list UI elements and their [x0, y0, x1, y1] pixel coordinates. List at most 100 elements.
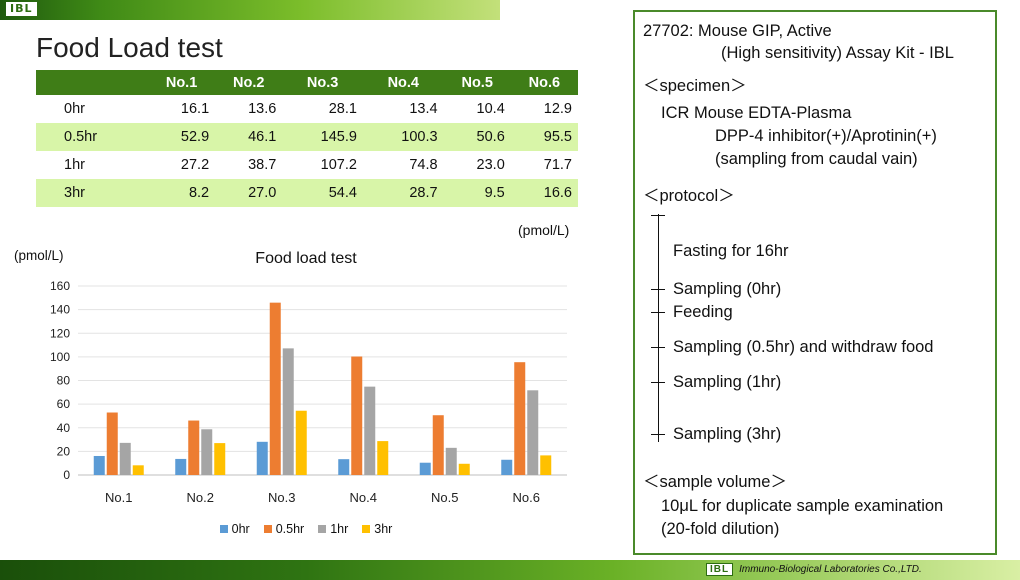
table-cell: 8.2 — [147, 179, 216, 207]
company-name: Immuno-Biological Laboratories Co.,LTD. — [739, 564, 922, 575]
protocol-step: Sampling (0hr) — [673, 280, 782, 298]
results-table: No.1 No.2 No.3 No.4 No.5 No.6 0hr 16.1 1… — [36, 70, 578, 207]
bar — [540, 455, 552, 475]
bar — [445, 447, 457, 475]
bar — [93, 455, 105, 475]
y-tick-label: 80 — [57, 374, 71, 388]
table-cell: 107.2 — [320, 157, 357, 173]
bar — [364, 386, 376, 475]
row-label: 1hr — [64, 157, 85, 173]
bar — [175, 458, 187, 475]
bar-chart: 0 20 40 60 80 100 120 140 160 No.1 No.2 No.3 No.4 No.… — [50, 279, 567, 505]
y-tick-label: 20 — [57, 444, 71, 458]
footer: IBL Immuno-Biological Laboratories Co.,L… — [706, 563, 922, 576]
table-cell: 10.4 — [476, 101, 505, 117]
table-cell: 74.8 — [409, 157, 438, 173]
table-header-cell: No.2 — [215, 70, 283, 95]
x-tick-label: No.1 — [105, 490, 132, 505]
table-header-cell — [36, 70, 148, 95]
x-tick-label: No.6 — [513, 490, 540, 505]
bar — [132, 465, 144, 475]
table-row: 0hr 16.1 13.6 28.1 13.4 10.4 12.9 — [36, 95, 578, 123]
table-cell: 23.0 — [476, 157, 505, 173]
protocol-step: Sampling (3hr) — [673, 425, 782, 443]
specimen-line3: (sampling from caudal vain) — [715, 150, 918, 168]
table-header-row: No.1 No.2 No.3 No.4 No.5 No.6 — [36, 70, 578, 95]
table-cell: 9.5 — [443, 179, 511, 207]
table-cell: 54.4 — [282, 179, 363, 207]
table-cell: 13.4 — [409, 101, 438, 117]
bar — [119, 442, 131, 475]
timeline-tick — [651, 289, 665, 290]
table-cell: 38.7 — [248, 157, 277, 173]
table-unit: (pmol/L) — [518, 222, 570, 238]
table-cell: 28.7 — [362, 179, 444, 207]
table-cell: 52.9 — [147, 123, 216, 151]
volume-line2: (20-fold dilution) — [661, 520, 780, 538]
protocol-heading: ＜protocol＞ — [643, 187, 735, 205]
timeline-tick — [651, 215, 665, 216]
legend-item: 0.5hr — [263, 522, 305, 536]
protocol-info-box: 27702: Mouse GIP, Active (High sensitivi… — [633, 10, 997, 555]
page-title: Food Load test — [36, 32, 223, 63]
row-label: 0hr — [64, 101, 85, 117]
volume-line1: 10μL for duplicate sample examination — [661, 497, 944, 515]
table-cell: 27.2 — [180, 157, 210, 173]
table-header-cell: No.3 — [282, 70, 363, 95]
kit-title-line1: 27702: Mouse GIP, Active — [643, 22, 832, 40]
bar — [527, 390, 539, 475]
table-cell: 50.6 — [443, 123, 511, 151]
legend-label: 0.5hr — [275, 522, 305, 536]
bar — [295, 410, 307, 475]
legend-item: 1hr — [318, 522, 348, 536]
table-header-cell: No.5 — [443, 70, 511, 95]
legend-swatch — [263, 525, 272, 533]
legend-swatch — [318, 525, 327, 533]
bar — [282, 348, 294, 475]
table-cell: 13.6 — [248, 101, 277, 117]
bar — [338, 459, 350, 475]
bar — [432, 415, 444, 475]
y-tick-label: 60 — [57, 397, 71, 411]
timeline-tick — [651, 382, 665, 383]
y-tick-label: 140 — [50, 303, 70, 317]
x-tick-label: No.3 — [268, 490, 295, 505]
bar — [269, 302, 281, 475]
legend-label: 1hr — [330, 522, 349, 536]
legend-label: 3hr — [374, 522, 393, 536]
timeline-tick — [651, 312, 665, 313]
table-header-cell: No.6 — [510, 70, 578, 95]
table-cell: 100.3 — [362, 123, 444, 151]
kit-title-line2: (High sensitivity) Assay Kit - IBL — [721, 44, 954, 62]
protocol-step: Feeding — [673, 303, 733, 321]
legend-item: 3hr — [362, 522, 392, 536]
bar — [514, 362, 526, 475]
y-tick-label: 120 — [50, 326, 70, 340]
bar — [501, 459, 513, 475]
protocol-step: Fasting for 16hr — [673, 242, 789, 260]
legend-label: 0hr — [231, 522, 250, 536]
table-cell: 16.6 — [510, 179, 578, 207]
chart-legend: 0hr 0.5hr 1hr 3hr — [0, 522, 612, 536]
top-banner: IBL — [0, 0, 500, 20]
chart-y-label: (pmol/L) — [14, 248, 64, 263]
y-tick-label: 0 — [63, 468, 70, 482]
x-tick-label: No.5 — [431, 490, 458, 505]
table-row: 1hr 27.2 38.7 107.2 74.8 23.0 71.7 — [36, 151, 578, 179]
table-header-cell: No.1 — [147, 70, 216, 95]
bottom-banner — [0, 560, 1020, 580]
legend-swatch — [362, 525, 371, 533]
timeline-tick — [651, 347, 665, 348]
y-tick-label: 160 — [50, 279, 70, 293]
bar — [351, 356, 363, 475]
x-tick-label: No.4 — [350, 490, 377, 505]
table-cell: 28.1 — [328, 101, 357, 117]
bar — [419, 462, 431, 475]
protocol-step: Sampling (0.5hr) and withdraw food — [673, 338, 934, 356]
bar — [188, 420, 200, 475]
bar — [458, 463, 470, 475]
table-row: 3hr 8.2 27.0 54.4 28.7 9.5 16.6 — [36, 179, 578, 207]
footer-logo: IBL — [706, 563, 734, 576]
table-cell: 16.1 — [180, 101, 210, 117]
chart-title: Food load test — [255, 250, 357, 267]
